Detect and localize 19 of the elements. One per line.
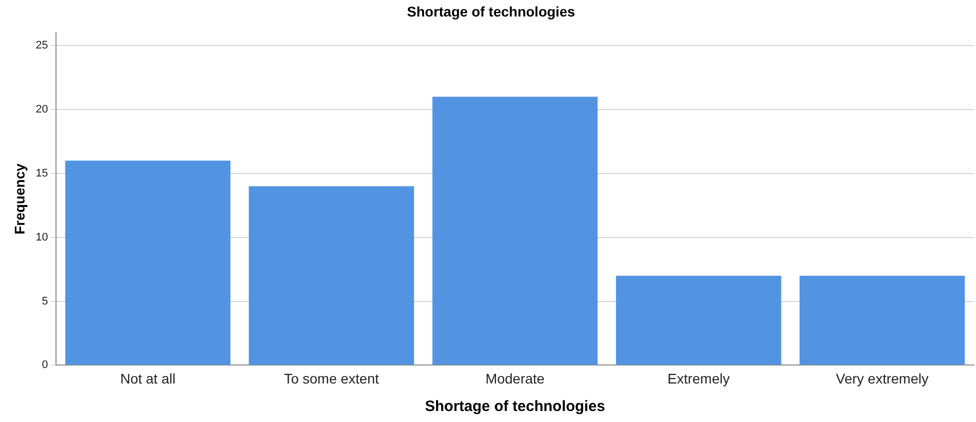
bar [432,96,598,365]
bar [65,160,230,365]
x-axis-title: Shortage of technologies [425,398,606,416]
y-tick-label: 10 [36,231,48,244]
bar [616,276,782,365]
bar [248,186,414,365]
chart-title: Shortage of technologies [406,3,576,20]
x-tick-label: To some extent [284,370,380,386]
y-tick-label: 15 [36,167,48,180]
y-tick-label: 25 [36,40,48,52]
y-tick-label: 5 [42,295,48,308]
x-tick-label: Extremely [667,370,730,386]
x-tick-label: Moderate [485,370,545,386]
y-tick-label: 20 [36,104,48,116]
y-tick-label: 0 [42,359,48,372]
x-tick-label: Not at all [120,370,176,386]
x-tick-label: Very extremely [836,370,928,386]
bar [800,276,965,365]
y-axis-title: Frequency [11,163,28,234]
